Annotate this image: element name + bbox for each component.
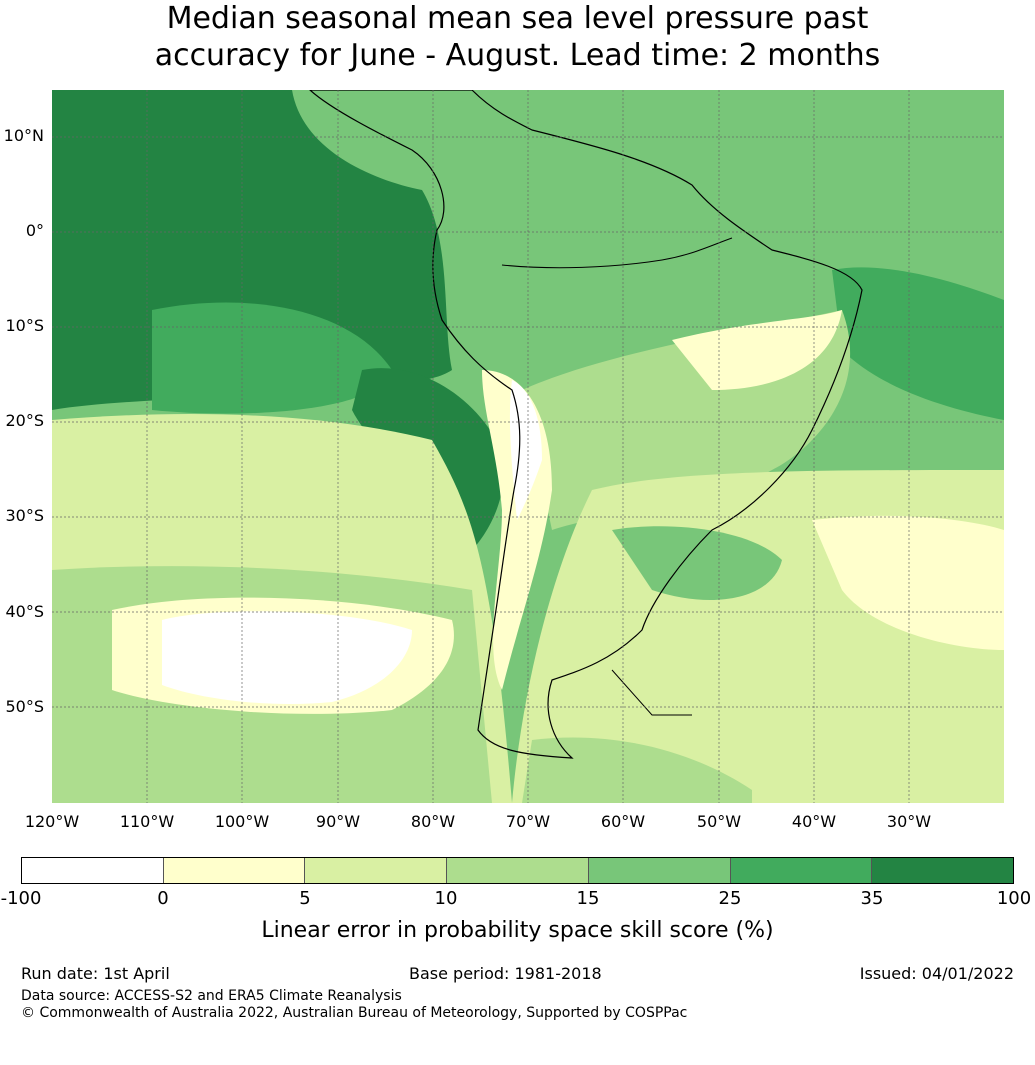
lon-label: 30°W	[886, 812, 932, 831]
lon-label: 90°W	[315, 812, 361, 831]
falklands-outline	[611, 669, 692, 716]
colorbar	[21, 857, 1014, 884]
title-line-1: Median seasonal mean sea level pressure …	[166, 1, 869, 36]
lon-label: 100°W	[214, 812, 270, 831]
colorbar-segment	[305, 858, 448, 883]
lat-label: 10°S	[5, 316, 44, 335]
region-no-skill	[162, 611, 412, 705]
coastline	[309, 90, 863, 759]
lat-label: 10°N	[3, 126, 44, 145]
colorbar-segment	[588, 858, 731, 883]
base-period: Base period: 1981-2018	[409, 964, 602, 983]
lon-label: 70°W	[505, 812, 551, 831]
lat-label: 50°S	[5, 697, 44, 716]
lon-label: 60°W	[600, 812, 646, 831]
title-line-2: accuracy for June - August. Lead time: 2…	[154, 38, 881, 73]
region-uruguay	[612, 526, 782, 600]
colorbar-segment	[730, 858, 873, 883]
run-date: Run date: 1st April	[21, 964, 170, 983]
lon-label: 50°W	[696, 812, 742, 831]
lon-label: 110°W	[119, 812, 175, 831]
data-source: Data source: ACCESS-S2 and ERA5 Climate …	[21, 988, 402, 1004]
colorbar-tick: 100	[996, 888, 1032, 909]
colorbar-segment	[447, 858, 589, 883]
lat-label: 20°S	[5, 411, 44, 430]
lon-label: 80°W	[410, 812, 456, 831]
region-atlantic-east	[832, 267, 1004, 420]
graticule	[52, 90, 1004, 803]
colorbar-segment	[22, 858, 164, 883]
colorbar-tick: 5	[299, 888, 311, 909]
lat-label: 40°S	[5, 602, 44, 621]
map-title: Median seasonal mean sea level pressure …	[0, 0, 1035, 74]
colorbar-tick: 25	[718, 888, 742, 909]
region-brazil-east	[672, 310, 842, 390]
skill-map-svg	[52, 90, 1004, 803]
lon-label: 120°W	[24, 812, 80, 831]
colorbar-label: Linear error in probability space skill …	[261, 918, 774, 943]
colorbar-segment	[872, 858, 1014, 883]
skill-map	[52, 90, 1004, 803]
colorbar-tick: 0	[157, 888, 169, 909]
colorbar-segment	[163, 858, 306, 883]
colorbar-tick: 15	[576, 888, 600, 909]
amazon-river	[501, 237, 733, 269]
colorbar-tick: -100	[0, 888, 42, 909]
copyright: © Commonwealth of Australia 2022, Austra…	[21, 1005, 688, 1021]
region-drake	[522, 737, 752, 803]
colorbar-tick: 35	[860, 888, 884, 909]
region-atlantic-low	[812, 515, 1004, 650]
lon-label: 40°W	[791, 812, 837, 831]
lat-label: 0°	[25, 221, 44, 240]
lat-label: 30°S	[5, 506, 44, 525]
issued-date: Issued: 04/01/2022	[859, 964, 1014, 983]
region-pacific-mid	[152, 302, 392, 414]
colorbar-tick: 10	[434, 888, 458, 909]
